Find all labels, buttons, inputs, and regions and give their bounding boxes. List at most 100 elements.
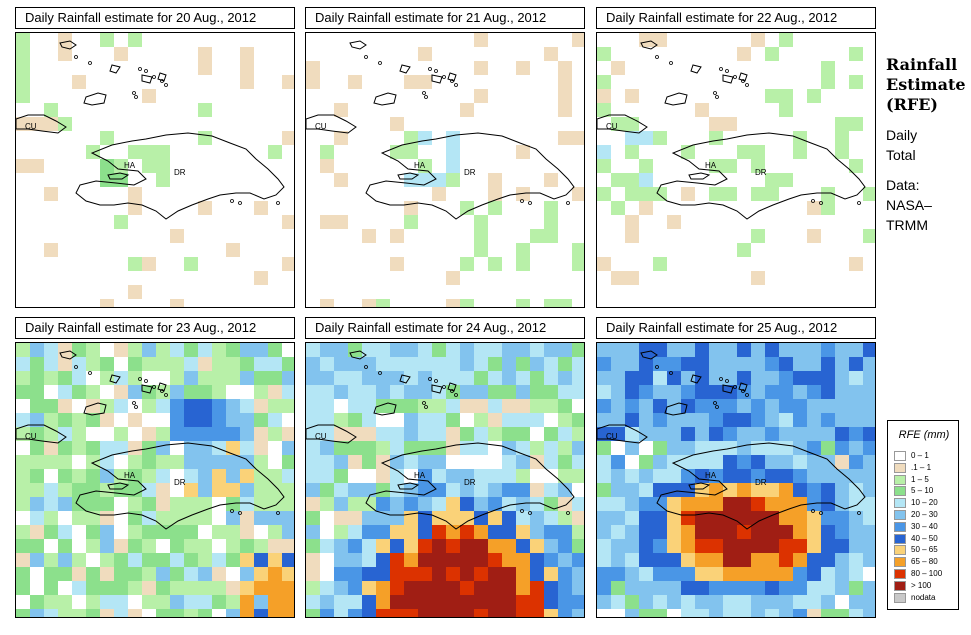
rainfall-cell <box>376 595 390 609</box>
rainfall-cell <box>432 553 446 567</box>
rainfall-cell <box>86 455 100 469</box>
rainfall-cell <box>348 609 362 617</box>
rainfall-cell <box>446 595 460 609</box>
rainfall-cell <box>460 427 474 441</box>
rainfall-cell <box>849 469 863 483</box>
rainfall-cell <box>625 271 639 285</box>
rainfall-cell <box>544 441 558 455</box>
island-marker <box>450 79 454 83</box>
rainfall-cell <box>254 497 268 511</box>
rainfall-cell <box>849 455 863 469</box>
rainfall-cell <box>306 525 320 539</box>
rainfall-cell <box>681 427 695 441</box>
island-marker <box>819 201 823 205</box>
rainfall-cell <box>86 385 100 399</box>
rainfall-cell <box>779 427 793 441</box>
rainfall-cell <box>821 441 835 455</box>
rainfall-cell <box>390 511 404 525</box>
rainfall-cell <box>184 399 198 413</box>
rainfall-cell <box>807 201 821 215</box>
rainfall-cell <box>254 609 268 617</box>
rainfall-cell <box>44 117 58 131</box>
rainfall-cell <box>44 399 58 413</box>
rainfall-cell <box>362 483 376 497</box>
rainfall-cell <box>268 427 282 441</box>
rainfall-cell <box>240 441 254 455</box>
rainfall-cell <box>362 581 376 595</box>
rainfall-cell <box>198 399 212 413</box>
rainfall-cell <box>432 427 446 441</box>
rainfall-cell <box>170 343 184 357</box>
rainfall-cell <box>488 371 502 385</box>
island-marker <box>454 83 458 87</box>
rainfall-cell <box>737 357 751 371</box>
rainfall-cell <box>558 525 572 539</box>
rainfall-cell <box>44 595 58 609</box>
rainfall-cell <box>807 441 821 455</box>
rainfall-cell <box>240 343 254 357</box>
rainfall-cell <box>198 131 212 145</box>
rainfall-cell <box>16 553 30 567</box>
rainfall-cell <box>86 567 100 581</box>
rainfall-cell <box>639 371 653 385</box>
rainfall-cell <box>226 371 240 385</box>
country-label-haiti: HA <box>414 471 426 480</box>
rainfall-cell <box>821 581 835 595</box>
rainfall-cell <box>390 117 404 131</box>
rainfall-cell <box>737 399 751 413</box>
rainfall-cell <box>16 427 30 441</box>
rainfall-cell <box>709 357 723 371</box>
rainfall-cell <box>474 469 488 483</box>
rainfall-cell <box>572 511 584 525</box>
rainfall-cell <box>807 525 821 539</box>
rainfall-panel-20-aug: Daily Rainfall estimate for 20 Aug., 201… <box>15 0 295 308</box>
rainfall-cell <box>639 173 653 187</box>
rainfall-cell <box>502 595 516 609</box>
island-marker <box>428 377 432 381</box>
rainfall-cell <box>348 343 362 357</box>
rainfall-cell <box>306 343 320 357</box>
coastline-gon <box>688 482 711 490</box>
rainfall-cell <box>226 539 240 553</box>
rainfall-cell <box>282 441 294 455</box>
island-marker <box>669 61 673 65</box>
rainfall-cell <box>558 553 572 567</box>
rainfall-cell <box>16 343 30 357</box>
rainfall-cell <box>625 215 639 229</box>
rainfall-cell <box>849 47 863 61</box>
rainfall-cell <box>254 595 268 609</box>
rainfall-cell <box>390 385 404 399</box>
rainfall-cell <box>558 103 572 117</box>
legend-swatch <box>894 580 906 591</box>
rainfall-cell <box>488 525 502 539</box>
rainfall-cell <box>404 441 418 455</box>
rainfall-cell <box>765 581 779 595</box>
rainfall-cell <box>44 553 58 567</box>
rainfall-cell <box>100 581 114 595</box>
rainfall-cell <box>404 75 418 89</box>
rainfall-cell <box>212 371 226 385</box>
rainfall-map: CU HA DR <box>596 32 876 308</box>
rainfall-cell <box>362 609 376 617</box>
rainfall-cell <box>30 511 44 525</box>
rainfall-cell <box>474 581 488 595</box>
rainfall-cell <box>835 497 849 511</box>
rainfall-cell <box>432 525 446 539</box>
rainfall-cell <box>320 357 334 371</box>
rainfall-cell <box>667 539 681 553</box>
rainfall-cell <box>516 455 530 469</box>
rainfall-cell <box>821 75 835 89</box>
panel-title: Daily Rainfall estimate for 25 Aug., 201… <box>596 317 876 339</box>
rainfall-cell <box>268 385 282 399</box>
rainfall-cell <box>765 483 779 497</box>
rainfall-cell <box>184 371 198 385</box>
rainfall-cell <box>254 483 268 497</box>
rainfall-cell <box>723 525 737 539</box>
rainfall-cell <box>544 525 558 539</box>
legend-label: .1 – 1 <box>911 462 932 472</box>
rainfall-cell <box>488 399 502 413</box>
rainfall-cell <box>488 469 502 483</box>
rainfall-cell <box>863 441 875 455</box>
country-label-cuba: CU <box>606 122 618 131</box>
rainfall-cell <box>460 525 474 539</box>
